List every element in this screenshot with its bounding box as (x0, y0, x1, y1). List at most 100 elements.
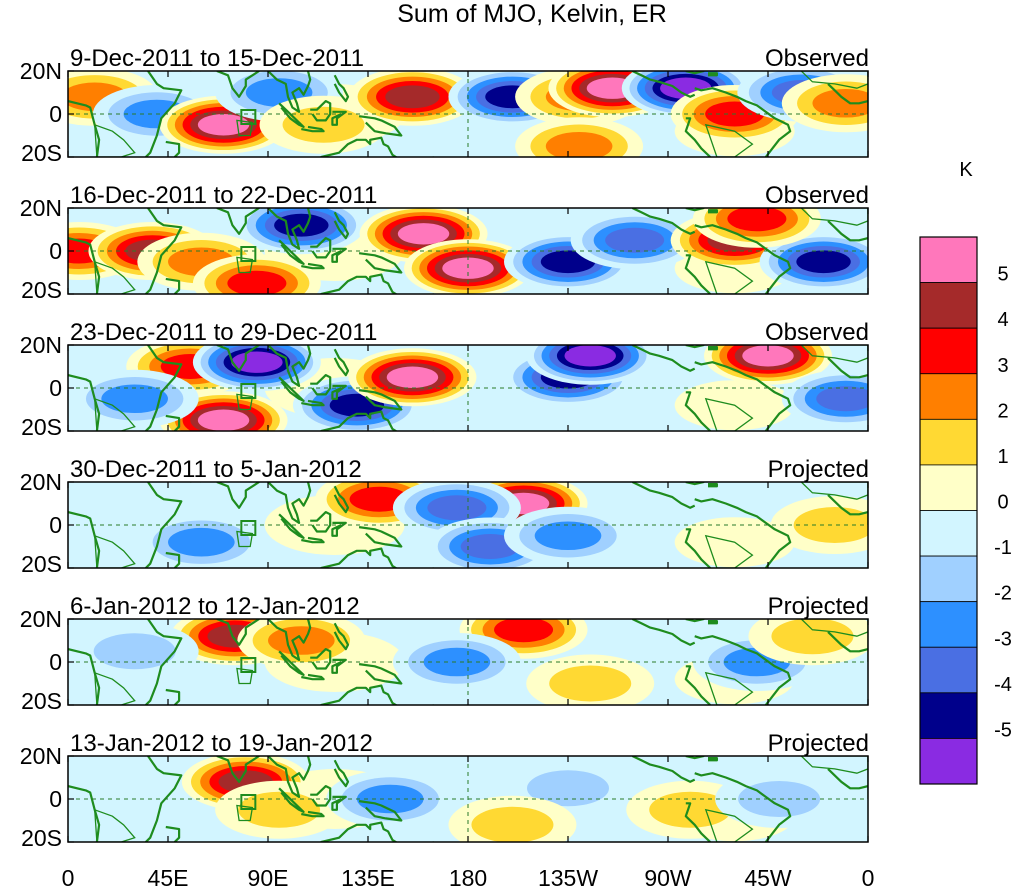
country-border (704, 808, 754, 842)
anomaly-contour (386, 366, 439, 388)
anomaly-contour (168, 527, 235, 557)
anomaly-field (68, 345, 868, 431)
reference-box (240, 794, 257, 810)
coastline (333, 485, 350, 514)
coastline (165, 277, 181, 294)
coastline (310, 785, 332, 807)
reference-box (240, 246, 257, 262)
coastline (333, 348, 350, 377)
country-border (236, 530, 254, 548)
panel-kind: Projected (768, 730, 869, 757)
anomaly-field (68, 71, 868, 157)
y-tick-label: 20N (20, 332, 62, 358)
panel-kind: Observed (765, 182, 869, 209)
y-tick-label: 20S (21, 688, 62, 714)
anomaly-contour (227, 270, 287, 294)
country-border (800, 71, 868, 89)
coastline (320, 136, 398, 157)
coastline (278, 239, 305, 265)
coastline (827, 83, 868, 105)
coastline (694, 635, 792, 705)
coastline (358, 252, 403, 274)
coastline (685, 482, 705, 486)
coastline (301, 399, 325, 407)
anomaly-contour (231, 351, 283, 373)
coastline (310, 374, 332, 396)
coastline (333, 74, 350, 103)
anomaly-contour (812, 88, 868, 118)
coastline (827, 357, 868, 379)
coastline (301, 673, 325, 681)
country-border (800, 619, 868, 637)
anomaly-contour (738, 781, 821, 817)
coastline (165, 414, 181, 431)
coastline (685, 756, 705, 760)
coastline (310, 511, 332, 533)
colorbar-label: 0 (997, 492, 1008, 514)
coastline (358, 115, 403, 137)
reference-box (240, 383, 257, 399)
coastline (145, 345, 183, 431)
y-tick-label: 20N (20, 469, 62, 495)
coastline (267, 208, 312, 250)
anomaly-contour (534, 521, 602, 551)
country-border (236, 667, 254, 685)
coastline (331, 795, 347, 811)
coastline (358, 389, 403, 411)
coastline (145, 756, 183, 842)
panel-period: 30-Dec-2011 to 5-Jan-2012 (70, 456, 362, 483)
y-tick-label: 20N (20, 58, 62, 84)
coastline (631, 208, 696, 235)
coastline (267, 482, 312, 524)
y-tick-label: 20N (20, 195, 62, 221)
colorbar-label: 2 (997, 400, 1008, 422)
anomaly-contour (197, 114, 250, 136)
coastline (358, 663, 403, 685)
coastlines (68, 345, 868, 431)
anomaly-contour (427, 495, 487, 521)
chart-title: Sum of MJO, Kelvin, ER (397, 0, 667, 28)
coastline (827, 631, 868, 653)
coastline (145, 482, 183, 568)
y-tick-label: 20S (21, 277, 62, 303)
panel-kind: Projected (768, 456, 869, 483)
anomaly-contour (527, 770, 609, 807)
country-border (236, 804, 254, 822)
anomaly-contour (385, 85, 440, 109)
country-border (93, 260, 136, 294)
country-border (800, 756, 868, 774)
colorbar-label: -5 (994, 719, 1012, 741)
coastline (216, 619, 260, 646)
coastline (165, 551, 181, 568)
country-border (704, 671, 754, 705)
colorbar-swatch (919, 282, 978, 329)
coastline (68, 785, 101, 842)
coastline (685, 619, 705, 623)
coastline (694, 224, 792, 294)
country-border (800, 345, 868, 363)
colorbar-swatch (919, 464, 978, 511)
anomaly-contour (197, 409, 250, 431)
panel-period: 9-Dec-2011 to 15-Dec-2011 (70, 45, 364, 72)
coastline (358, 800, 403, 822)
country-border (704, 397, 754, 431)
country-border (800, 482, 868, 500)
coastline (694, 361, 792, 431)
y-tick-label: 0 (49, 375, 62, 401)
coastline (708, 620, 718, 625)
y-tick-label: 20N (20, 606, 62, 632)
anomaly-contour (771, 619, 854, 655)
country-border (93, 534, 136, 568)
colorbar-swatch (919, 646, 978, 694)
coastline (631, 345, 696, 372)
anomaly-contour (545, 131, 613, 157)
country-border (800, 208, 868, 226)
anomaly-contour (282, 106, 365, 143)
colorbar-swatch (919, 236, 978, 283)
colorbar-label: -2 (994, 583, 1012, 605)
coastline (320, 821, 398, 842)
country-border (236, 119, 254, 137)
panel-period: 23-Dec-2011 to 29-Dec-2011 (70, 319, 377, 346)
coastline (827, 220, 868, 242)
coastlines (68, 756, 868, 842)
